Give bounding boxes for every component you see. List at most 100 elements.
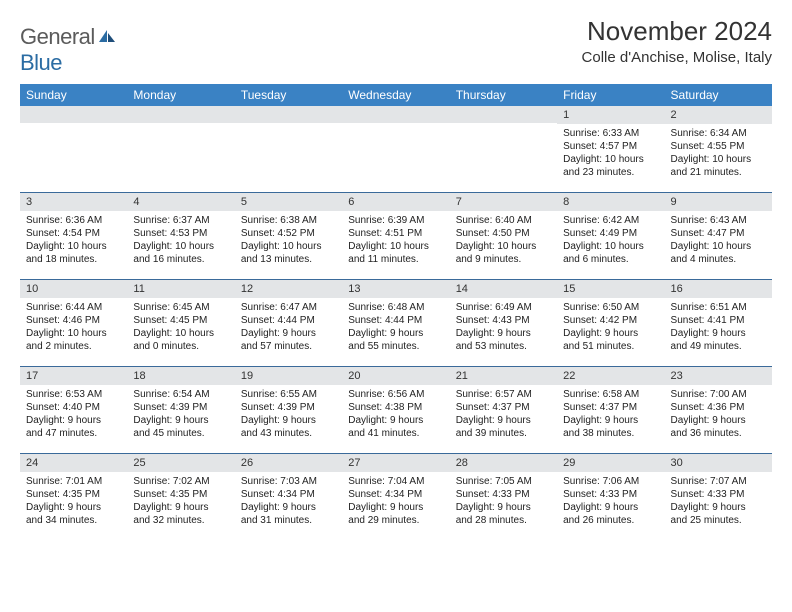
day-cell: 23Sunrise: 7:00 AMSunset: 4:36 PMDayligh…: [665, 367, 772, 453]
day-sr: Sunrise: 6:34 AM: [671, 127, 766, 140]
day-ss: Sunset: 4:54 PM: [26, 227, 121, 240]
day-ss: Sunset: 4:34 PM: [348, 488, 443, 501]
day-number: 9: [665, 193, 772, 211]
day-sr: Sunrise: 7:03 AM: [241, 475, 336, 488]
day-number: 2: [665, 106, 772, 124]
month-title: November 2024: [582, 16, 772, 47]
day-body: Sunrise: 7:03 AMSunset: 4:34 PMDaylight:…: [235, 472, 342, 531]
day-ss: Sunset: 4:39 PM: [133, 401, 228, 414]
day-cell: 22Sunrise: 6:58 AMSunset: 4:37 PMDayligh…: [557, 367, 664, 453]
day-dl2: and 16 minutes.: [133, 253, 228, 266]
day-dl1: Daylight: 9 hours: [563, 327, 658, 340]
day-sr: Sunrise: 6:38 AM: [241, 214, 336, 227]
day-dl2: and 9 minutes.: [456, 253, 551, 266]
week-row: 1Sunrise: 6:33 AMSunset: 4:57 PMDaylight…: [20, 106, 772, 193]
day-number: 15: [557, 280, 664, 298]
empty-day-header: [342, 106, 449, 123]
day-dl2: and 45 minutes.: [133, 427, 228, 440]
day-number: 12: [235, 280, 342, 298]
day-ss: Sunset: 4:35 PM: [133, 488, 228, 501]
day-cell: 2Sunrise: 6:34 AMSunset: 4:55 PMDaylight…: [665, 106, 772, 192]
day-ss: Sunset: 4:39 PM: [241, 401, 336, 414]
day-cell: 8Sunrise: 6:42 AMSunset: 4:49 PMDaylight…: [557, 193, 664, 279]
week-row: 17Sunrise: 6:53 AMSunset: 4:40 PMDayligh…: [20, 367, 772, 454]
day-sr: Sunrise: 6:50 AM: [563, 301, 658, 314]
day-sr: Sunrise: 6:42 AM: [563, 214, 658, 227]
day-sr: Sunrise: 7:02 AM: [133, 475, 228, 488]
day-dl2: and 0 minutes.: [133, 340, 228, 353]
calendar-page: General Blue November 2024 Colle d'Anchi…: [0, 0, 792, 550]
day-body: Sunrise: 7:01 AMSunset: 4:35 PMDaylight:…: [20, 472, 127, 531]
day-body: Sunrise: 6:48 AMSunset: 4:44 PMDaylight:…: [342, 298, 449, 357]
day-dl1: Daylight: 10 hours: [133, 240, 228, 253]
day-body: Sunrise: 6:55 AMSunset: 4:39 PMDaylight:…: [235, 385, 342, 444]
day-dl1: Daylight: 9 hours: [456, 414, 551, 427]
day-cell: 29Sunrise: 7:06 AMSunset: 4:33 PMDayligh…: [557, 454, 664, 540]
day-ss: Sunset: 4:33 PM: [563, 488, 658, 501]
day-body: Sunrise: 6:56 AMSunset: 4:38 PMDaylight:…: [342, 385, 449, 444]
day-dl2: and 36 minutes.: [671, 427, 766, 440]
day-body: Sunrise: 7:06 AMSunset: 4:33 PMDaylight:…: [557, 472, 664, 531]
day-sr: Sunrise: 7:05 AM: [456, 475, 551, 488]
day-number: 29: [557, 454, 664, 472]
title-block: November 2024 Colle d'Anchise, Molise, I…: [582, 16, 772, 66]
day-dl1: Daylight: 9 hours: [241, 327, 336, 340]
day-body: Sunrise: 6:47 AMSunset: 4:44 PMDaylight:…: [235, 298, 342, 357]
day-body: Sunrise: 6:44 AMSunset: 4:46 PMDaylight:…: [20, 298, 127, 357]
day-dl2: and 13 minutes.: [241, 253, 336, 266]
day-dl1: Daylight: 10 hours: [348, 240, 443, 253]
day-ss: Sunset: 4:41 PM: [671, 314, 766, 327]
day-dl1: Daylight: 9 hours: [133, 501, 228, 514]
day-body: Sunrise: 6:50 AMSunset: 4:42 PMDaylight:…: [557, 298, 664, 357]
day-dl2: and 26 minutes.: [563, 514, 658, 527]
day-number: 4: [127, 193, 234, 211]
weekday-header: Sunday: [20, 84, 127, 106]
day-ss: Sunset: 4:33 PM: [456, 488, 551, 501]
day-cell: 20Sunrise: 6:56 AMSunset: 4:38 PMDayligh…: [342, 367, 449, 453]
week-row: 24Sunrise: 7:01 AMSunset: 4:35 PMDayligh…: [20, 454, 772, 540]
day-body: Sunrise: 6:34 AMSunset: 4:55 PMDaylight:…: [665, 124, 772, 183]
day-dl1: Daylight: 10 hours: [671, 153, 766, 166]
day-body: Sunrise: 6:33 AMSunset: 4:57 PMDaylight:…: [557, 124, 664, 183]
day-cell: 18Sunrise: 6:54 AMSunset: 4:39 PMDayligh…: [127, 367, 234, 453]
day-dl1: Daylight: 9 hours: [133, 414, 228, 427]
day-cell: 4Sunrise: 6:37 AMSunset: 4:53 PMDaylight…: [127, 193, 234, 279]
day-body: Sunrise: 7:04 AMSunset: 4:34 PMDaylight:…: [342, 472, 449, 531]
day-cell: 19Sunrise: 6:55 AMSunset: 4:39 PMDayligh…: [235, 367, 342, 453]
day-sr: Sunrise: 6:55 AM: [241, 388, 336, 401]
day-sr: Sunrise: 6:37 AM: [133, 214, 228, 227]
day-dl1: Daylight: 9 hours: [348, 501, 443, 514]
day-body: Sunrise: 6:53 AMSunset: 4:40 PMDaylight:…: [20, 385, 127, 444]
day-body: Sunrise: 6:36 AMSunset: 4:54 PMDaylight:…: [20, 211, 127, 270]
day-ss: Sunset: 4:43 PM: [456, 314, 551, 327]
day-number: 23: [665, 367, 772, 385]
day-ss: Sunset: 4:37 PM: [456, 401, 551, 414]
day-number: 27: [342, 454, 449, 472]
logo-general: General: [20, 24, 95, 49]
day-body: Sunrise: 6:49 AMSunset: 4:43 PMDaylight:…: [450, 298, 557, 357]
day-dl2: and 51 minutes.: [563, 340, 658, 353]
day-ss: Sunset: 4:33 PM: [671, 488, 766, 501]
empty-day-cell: [235, 106, 342, 192]
day-dl2: and 4 minutes.: [671, 253, 766, 266]
empty-day-cell: [127, 106, 234, 192]
day-dl1: Daylight: 10 hours: [563, 240, 658, 253]
day-body: Sunrise: 6:57 AMSunset: 4:37 PMDaylight:…: [450, 385, 557, 444]
day-dl2: and 39 minutes.: [456, 427, 551, 440]
day-body: Sunrise: 7:00 AMSunset: 4:36 PMDaylight:…: [665, 385, 772, 444]
day-dl1: Daylight: 10 hours: [671, 240, 766, 253]
weekday-header: Friday: [557, 84, 664, 106]
day-cell: 26Sunrise: 7:03 AMSunset: 4:34 PMDayligh…: [235, 454, 342, 540]
day-dl2: and 57 minutes.: [241, 340, 336, 353]
day-cell: 17Sunrise: 6:53 AMSunset: 4:40 PMDayligh…: [20, 367, 127, 453]
day-cell: 15Sunrise: 6:50 AMSunset: 4:42 PMDayligh…: [557, 280, 664, 366]
day-sr: Sunrise: 7:06 AM: [563, 475, 658, 488]
day-dl1: Daylight: 9 hours: [671, 501, 766, 514]
day-cell: 12Sunrise: 6:47 AMSunset: 4:44 PMDayligh…: [235, 280, 342, 366]
day-ss: Sunset: 4:57 PM: [563, 140, 658, 153]
day-sr: Sunrise: 6:47 AM: [241, 301, 336, 314]
day-sr: Sunrise: 7:01 AM: [26, 475, 121, 488]
day-cell: 3Sunrise: 6:36 AMSunset: 4:54 PMDaylight…: [20, 193, 127, 279]
day-sr: Sunrise: 7:07 AM: [671, 475, 766, 488]
day-number: 26: [235, 454, 342, 472]
